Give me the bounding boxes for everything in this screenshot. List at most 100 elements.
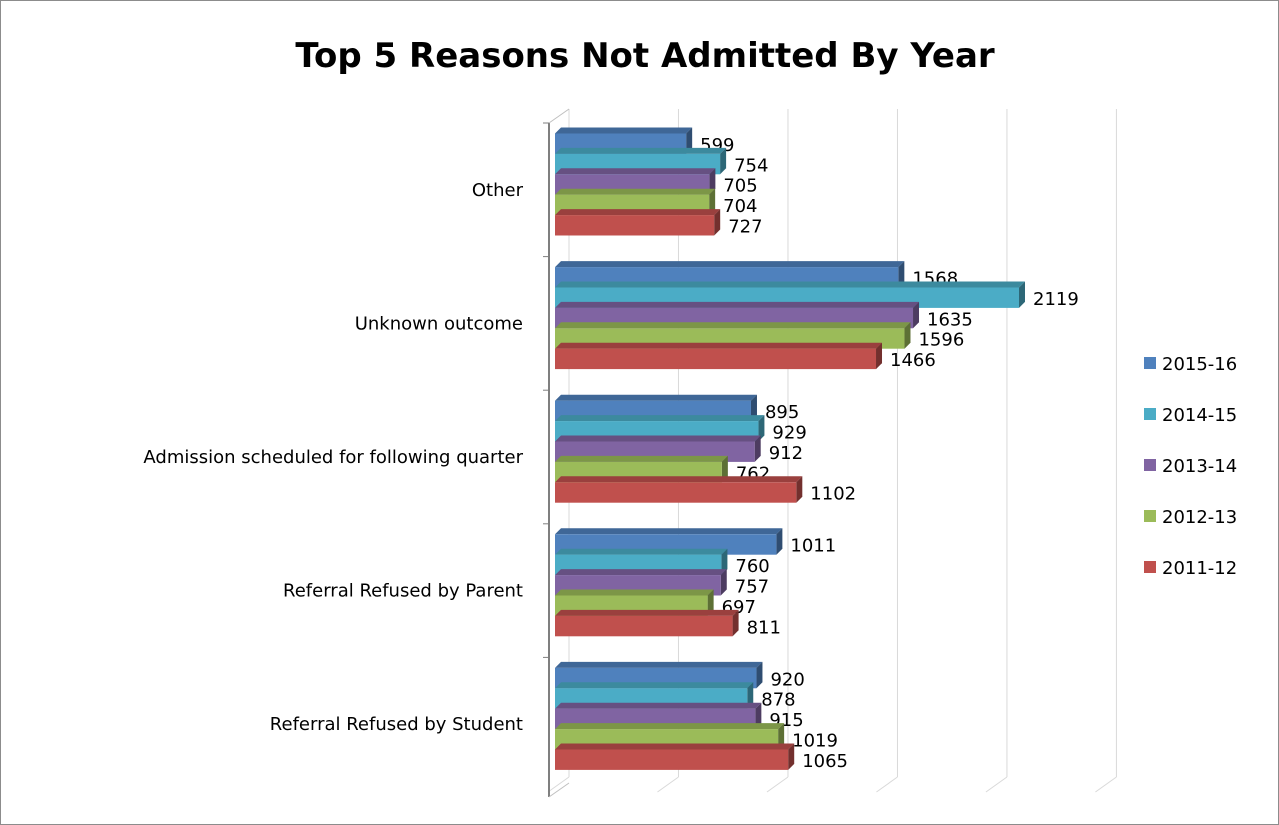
bar-side-face xyxy=(758,415,765,442)
data-label: 2119 xyxy=(1033,289,1079,310)
bar-top-face xyxy=(555,147,727,154)
data-label: 727 xyxy=(728,217,762,238)
bar xyxy=(555,615,733,637)
gridline-floor xyxy=(766,776,789,793)
bar-side-face xyxy=(755,702,762,730)
data-label: 1065 xyxy=(802,751,848,772)
data-label: 895 xyxy=(765,402,799,423)
category-label: Other xyxy=(472,180,524,201)
legend-label: 2013-14 xyxy=(1162,456,1237,477)
gridline-floor xyxy=(1095,776,1117,793)
bar-top-face xyxy=(555,476,803,483)
legend-swatch xyxy=(1144,408,1156,420)
bar-side-face xyxy=(756,661,763,689)
bar-top-face xyxy=(555,455,728,462)
bar xyxy=(555,482,797,503)
data-label: 1596 xyxy=(918,330,964,351)
bar-top-face xyxy=(555,609,739,616)
legend-label: 2014-15 xyxy=(1162,405,1237,426)
bar-side-face xyxy=(721,548,728,576)
bar-top-face xyxy=(555,188,716,195)
bar-side-face xyxy=(778,723,785,750)
bar-side-face xyxy=(876,342,883,370)
bar-top-face xyxy=(555,394,757,401)
bar-side-face xyxy=(747,682,754,709)
category-label: Admission scheduled for following quarte… xyxy=(143,447,523,468)
bar-side-face xyxy=(776,528,783,555)
bar-side-face xyxy=(709,188,716,216)
gridline-floor xyxy=(657,776,679,793)
gridline-floor xyxy=(547,776,570,793)
bar-side-face xyxy=(788,743,795,770)
bar-top-face xyxy=(555,435,761,442)
chart-title: Top 5 Reasons Not Admitted By Year xyxy=(295,36,995,76)
bar-top-face xyxy=(555,548,728,555)
bar-side-face xyxy=(721,455,728,483)
category-axis-top xyxy=(548,108,570,124)
legend-label: 2012-13 xyxy=(1162,507,1237,528)
bar-top-face xyxy=(555,743,795,750)
bar-top-face xyxy=(555,168,716,175)
bar-top-face xyxy=(555,702,762,709)
bar-top-face xyxy=(555,322,911,329)
bar-side-face xyxy=(720,147,727,175)
data-label: 754 xyxy=(734,155,768,176)
gridline-floor xyxy=(876,776,898,793)
data-label: 1102 xyxy=(810,484,856,505)
bar-top-face xyxy=(555,682,754,689)
bar-top-face xyxy=(555,261,905,268)
category-label: Referral Refused by Parent xyxy=(283,581,523,602)
bar-top-face xyxy=(555,569,727,576)
legend-swatch xyxy=(1144,459,1156,471)
bar-top-face xyxy=(555,528,783,535)
data-label: 811 xyxy=(747,617,781,638)
data-label: 757 xyxy=(735,577,769,598)
bar-side-face xyxy=(714,209,721,236)
gridline-floor xyxy=(985,776,1008,793)
bar-top-face xyxy=(555,301,920,308)
bar-top-face xyxy=(555,281,1025,288)
bar-top-face xyxy=(555,415,765,422)
data-label: 705 xyxy=(723,176,757,197)
category-label: Referral Refused by Student xyxy=(270,714,523,735)
bar-side-face xyxy=(904,322,911,349)
bar-side-face xyxy=(750,394,757,422)
legend-swatch xyxy=(1144,357,1156,369)
data-label: 1466 xyxy=(890,350,936,371)
bar-top-face xyxy=(555,661,763,668)
bar xyxy=(555,348,877,370)
data-label: 912 xyxy=(769,443,803,464)
data-label: 760 xyxy=(735,556,769,577)
bar xyxy=(555,749,789,770)
bar-side-face xyxy=(1019,281,1025,308)
bar-top-face xyxy=(555,209,721,216)
data-label: 878 xyxy=(761,690,795,711)
bar-top-face xyxy=(555,342,883,349)
bar xyxy=(555,215,715,236)
data-label: 929 xyxy=(772,423,806,444)
bar-top-face xyxy=(555,589,714,596)
bar-side-face xyxy=(732,609,739,637)
category-label: Unknown outcome xyxy=(355,313,523,334)
legend-label: 2011-12 xyxy=(1162,558,1237,579)
category-axis-bottom xyxy=(548,782,570,798)
legend-label: 2015-16 xyxy=(1162,354,1237,375)
legend-swatch xyxy=(1144,561,1156,573)
bar-side-face xyxy=(709,168,716,195)
bar-top-face xyxy=(555,723,785,730)
data-label: 1635 xyxy=(927,309,973,330)
bar-side-face xyxy=(686,127,693,154)
bar-side-face xyxy=(796,476,803,503)
data-label: 704 xyxy=(723,196,757,217)
data-label: 1011 xyxy=(790,536,836,557)
bar-top-face xyxy=(555,127,693,134)
data-label: 1019 xyxy=(792,731,838,752)
legend-swatch xyxy=(1144,510,1156,522)
bar-side-face xyxy=(707,589,714,616)
bar-side-face xyxy=(913,301,920,329)
bar-side-face xyxy=(720,569,727,596)
data-label: 920 xyxy=(770,669,804,690)
bar-side-face xyxy=(754,435,761,462)
bar-side-face xyxy=(898,261,905,288)
